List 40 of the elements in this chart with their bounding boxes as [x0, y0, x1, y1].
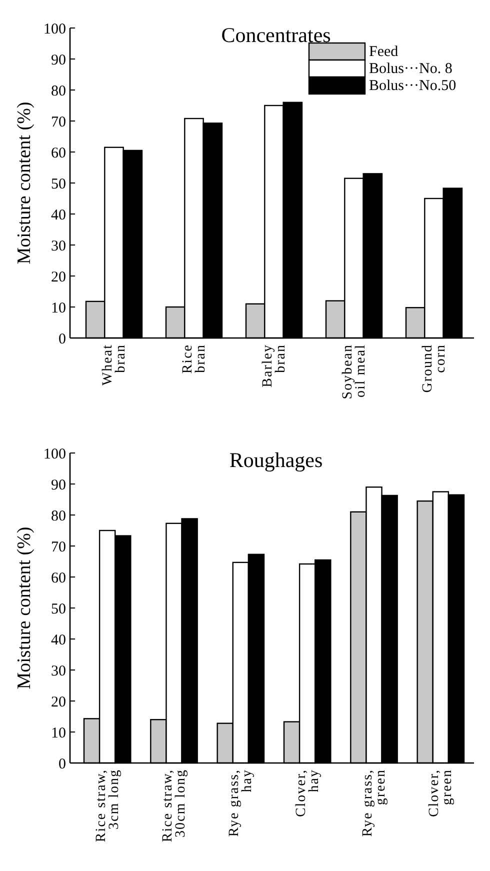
x-tick-label: Rye grass, hay — [227, 769, 256, 837]
y-tick-label: 40 — [51, 207, 66, 224]
y-tick-label: 100 — [44, 21, 66, 38]
chart-title: Concentrates — [221, 23, 331, 47]
y-tick-label: 80 — [51, 83, 66, 100]
y-tick-label: 0 — [58, 331, 66, 348]
y-tick-label: 60 — [51, 570, 66, 586]
y-tick-label: 40 — [51, 632, 66, 648]
y-tick-label: 20 — [51, 269, 66, 286]
y-tick-label: 10 — [51, 725, 66, 742]
y-tick-label: 70 — [51, 539, 66, 556]
x-tick-label: Clover, hay — [294, 769, 322, 818]
legend-label: Feed — [369, 44, 399, 60]
x-tick-label: Barley bran — [260, 344, 288, 388]
y-tick-label: 10 — [51, 300, 66, 316]
y-tick-label: 60 — [51, 145, 66, 162]
legend-label: Bolus···No.50 — [369, 78, 456, 94]
x-tick-label: Ground corn — [420, 344, 448, 393]
y-tick-label: 90 — [51, 477, 66, 494]
legend-label: Bolus···No. 8 — [369, 61, 452, 77]
y-tick-label: 50 — [51, 601, 66, 618]
y-tick-label: 90 — [51, 52, 66, 68]
x-tick-label: Rice bran — [180, 344, 208, 374]
x-tick-label: Rice straw, 3cm long — [94, 769, 122, 842]
y-tick-label: 30 — [51, 238, 66, 254]
chart-title: Roughages — [229, 448, 323, 472]
y-axis-title: Moisture content (%) — [14, 526, 35, 690]
y-tick-label: 50 — [51, 176, 66, 192]
y-tick-label: 80 — [51, 508, 66, 524]
y-tick-label: 0 — [58, 756, 66, 772]
y-tick-label: 20 — [51, 694, 66, 710]
y-tick-label: 30 — [51, 663, 66, 680]
x-tick-label: Clover, green — [427, 769, 456, 818]
x-tick-label: Rye grass, green — [360, 769, 388, 837]
x-tick-label: Rice straw, 30cm long — [160, 769, 188, 842]
y-tick-label: 70 — [51, 114, 66, 130]
y-tick-label: 100 — [44, 446, 66, 462]
x-tick-label: Soybean oil meal — [340, 344, 368, 400]
x-tick-label: Wheat bran — [100, 344, 128, 386]
y-axis-title: Moisture content (%) — [14, 102, 35, 264]
